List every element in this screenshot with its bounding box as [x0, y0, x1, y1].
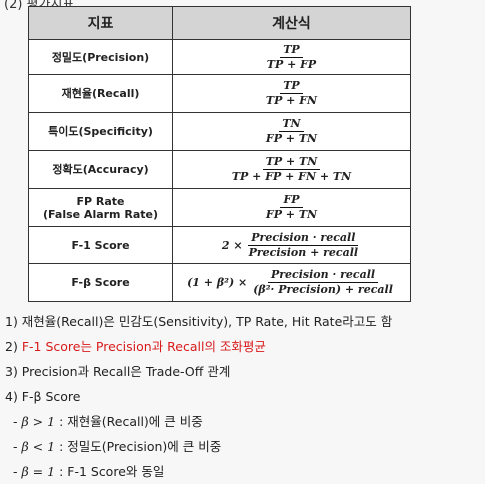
note-beta-eq-1: - β = 1 : F-1 Score와 동일	[13, 464, 165, 479]
numerator: FP	[280, 193, 303, 208]
notes-list: 1) 재현율(Recall)은 민감도(Sensitivity), TP Rat…	[5, 309, 392, 484]
beta-condition: β > 1	[21, 414, 56, 429]
formula: TP + TN TP + FP + FN + TN	[172, 150, 411, 189]
numerator: Precision · recall	[248, 231, 359, 246]
metrics-table: 지표 계산식 정밀도(Precision) TP TP + FP 재현율(Reca…	[28, 6, 411, 302]
note-2-prefix: 2)	[5, 339, 22, 354]
denominator: TP + FN	[265, 94, 318, 107]
table-row: 재현율(Recall) TP TP + FN	[28, 74, 411, 113]
numerator: Precision · recall	[267, 268, 379, 283]
metric-name: FP Rate (False Alarm Rate)	[28, 188, 173, 227]
denominator: Precision + recall	[248, 245, 359, 259]
table-row: 정확도(Accuracy) TP + TN TP + FP + FN + TN	[28, 150, 411, 189]
note-beta-gt-1: - β > 1 : 재현율(Recall)에 큰 비중	[13, 414, 203, 429]
note-2: 2) F-1 Score는 Precision과 Recall의 조화평균	[5, 334, 392, 359]
beta-description: : 재현율(Recall)에 큰 비중	[55, 414, 203, 429]
denominator: FP + TN	[265, 208, 318, 221]
table-header-row: 지표 계산식	[28, 6, 411, 40]
metric-name: F-1 Score	[28, 226, 173, 264]
beta-description: : 정밀도(Precision)에 큰 비중	[55, 439, 222, 454]
formula-prefix: (1 + β²) ×	[187, 276, 248, 289]
table-row: F-β Score (1 + β²) × Precision · recall (β…	[28, 263, 411, 302]
denominator: FP + TN	[265, 132, 318, 145]
note-2-highlight: F-1 Score는 Precision과 Recall의 조화평균	[21, 339, 266, 354]
metric-name: F-β Score	[28, 263, 173, 302]
note-beta-lt-1: - β < 1 : 정밀도(Precision)에 큰 비중	[13, 439, 222, 454]
formula-prefix: 2 ×	[221, 238, 243, 252]
metric-name-line2: (False Alarm Rate)	[43, 207, 158, 221]
note-4: 4) F-β Score	[5, 389, 81, 404]
metric-name: 특이도(Specificity)	[28, 112, 173, 151]
table-row: F-1 Score 2 × Precision · recall Precision…	[28, 226, 411, 264]
formula: 2 × Precision · recall Precision + recall	[172, 226, 411, 264]
metric-name: 정밀도(Precision)	[28, 39, 173, 75]
denominator: TP + FP + FN + TN	[231, 170, 352, 183]
header-metric: 지표	[28, 6, 173, 40]
formula: FP FP + TN	[172, 188, 411, 227]
metric-name: 재현율(Recall)	[28, 74, 173, 113]
formula: (1 + β²) × Precision · recall (β²· Precisi…	[172, 263, 411, 302]
note-1: 1) 재현율(Recall)은 민감도(Sensitivity), TP Rat…	[5, 314, 393, 329]
numerator: TN	[279, 117, 304, 132]
header-formula: 계산식	[172, 6, 411, 40]
denominator: (β²· Precision) + recall	[253, 283, 393, 296]
numerator: TP	[280, 79, 303, 94]
table-row: FP Rate (False Alarm Rate) FP FP + TN	[28, 188, 411, 227]
numerator: TP + TN	[262, 155, 321, 170]
beta-condition: β < 1	[21, 439, 56, 454]
formula: TN FP + TN	[172, 112, 411, 151]
beta-description: : F-1 Score와 동일	[55, 464, 165, 479]
metric-name: 정확도(Accuracy)	[28, 150, 173, 189]
numerator: TP	[280, 43, 303, 58]
formula: TP TP + FP	[172, 39, 411, 75]
denominator: TP + FP	[266, 57, 317, 71]
metric-name-line1: FP Rate	[76, 194, 125, 208]
table-row: 특이도(Specificity) TN FP + TN	[28, 112, 411, 151]
formula: TP TP + FN	[172, 74, 411, 113]
beta-condition: β = 1	[21, 464, 56, 479]
table-row: 정밀도(Precision) TP TP + FP	[28, 39, 411, 75]
note-3: 3) Precision과 Recall은 Trade-Off 관계	[5, 364, 231, 379]
